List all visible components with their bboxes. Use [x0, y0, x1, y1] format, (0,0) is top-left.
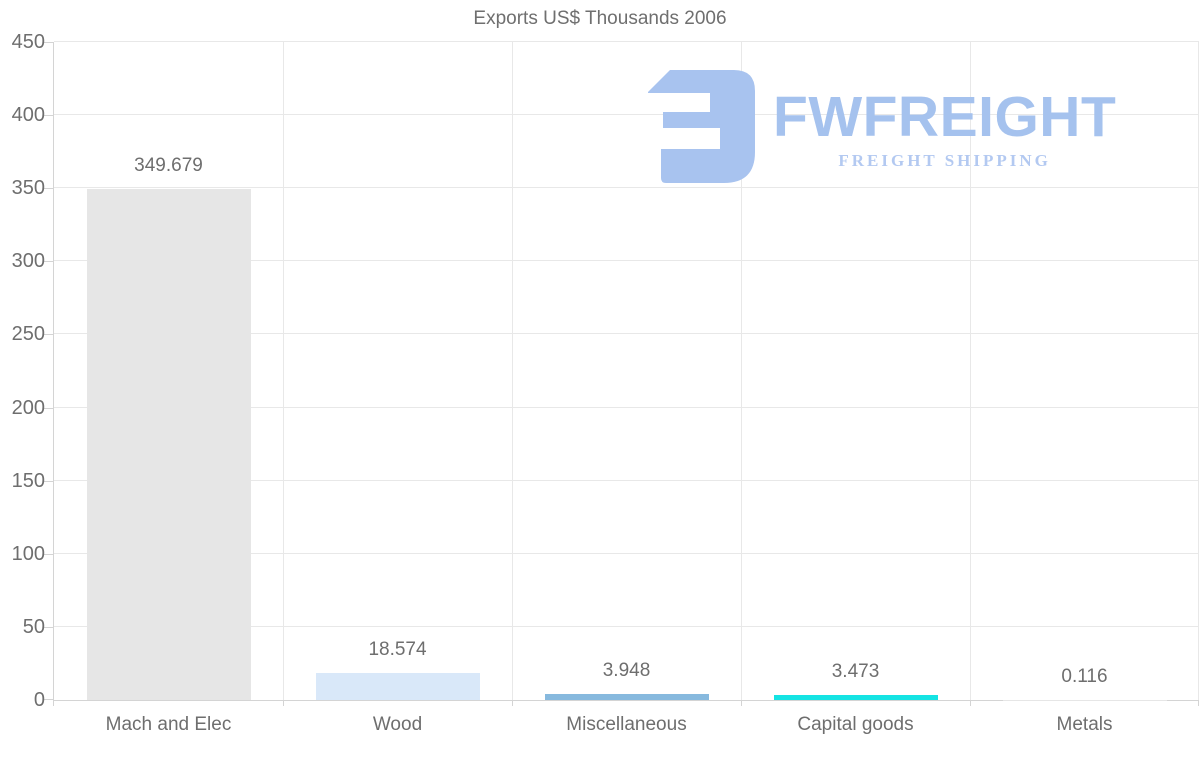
fwfreight-logo: FWFREIGHT FREIGHT SHIPPING — [648, 70, 1116, 183]
chart-title: Exports US$ Thousands 2006 — [473, 8, 727, 29]
x-axis-tick — [53, 700, 54, 706]
y-axis-tick-label: 50 — [22, 615, 45, 638]
y-axis-tick — [43, 334, 53, 336]
x-axis-label-capital-goods: Capital goods — [797, 714, 914, 735]
value-label-miscellaneous: 3.948 — [602, 660, 651, 682]
x-axis-tick — [512, 700, 513, 706]
y-axis-tick-label: 250 — [11, 323, 45, 346]
value-label-capital-goods: 3.473 — [831, 660, 880, 682]
gridline-vertical — [283, 42, 284, 700]
y-axis-tick — [43, 115, 53, 117]
x-axis-label-miscellaneous: Miscellaneous — [566, 714, 687, 735]
fwfreight-logo-icon — [648, 70, 755, 183]
y-axis-tick — [43, 480, 53, 482]
bar-capital-goods — [773, 694, 938, 700]
logo-text-block: FWFREIGHT FREIGHT SHIPPING — [773, 70, 1116, 171]
y-axis-tick-label: 200 — [11, 396, 45, 419]
logo-brand-text: FWFREIGHT — [773, 85, 1117, 149]
value-label-wood: 18.574 — [368, 638, 427, 660]
gridline-vertical — [741, 42, 742, 700]
y-axis-tick — [43, 407, 53, 409]
bar-wood — [315, 672, 480, 700]
gridline-horizontal — [54, 114, 1199, 116]
x-axis-label-metals: Metals — [1056, 714, 1113, 735]
gridline-horizontal — [54, 406, 1199, 408]
gridline-horizontal — [54, 333, 1199, 335]
value-label-metals: 0.116 — [1061, 665, 1108, 687]
gridline-horizontal — [54, 41, 1199, 42]
x-axis-tick — [283, 700, 284, 706]
logo-tagline: FREIGHT SHIPPING — [838, 151, 1051, 170]
y-axis-tick-label: 0 — [33, 689, 45, 711]
y-axis-tick — [43, 626, 53, 628]
y-axis-tick-label: 400 — [11, 104, 45, 127]
gridline-horizontal — [54, 260, 1199, 262]
gridline-horizontal — [54, 552, 1199, 554]
y-axis-tick-label: 300 — [11, 250, 45, 273]
y-axis-tick — [43, 699, 53, 700]
gridline-vertical — [512, 42, 513, 700]
y-axis-tick — [43, 188, 53, 190]
y-axis-tick — [43, 42, 53, 43]
bar-mach-and-elec — [86, 188, 251, 700]
gridline-vertical — [1198, 42, 1199, 700]
gridline-horizontal — [54, 187, 1199, 189]
bar-miscellaneous — [544, 694, 709, 700]
x-axis-label-wood: Wood — [372, 714, 423, 735]
gridline-horizontal — [54, 625, 1199, 627]
gridline-horizontal — [54, 479, 1199, 481]
y-axis-tick — [43, 553, 53, 555]
y-axis-tick-label: 100 — [11, 542, 45, 565]
y-axis-tick-label: 350 — [11, 177, 45, 200]
x-axis-tick — [741, 700, 742, 706]
y-axis-tick — [43, 261, 53, 263]
y-axis-tick-label: 450 — [11, 31, 45, 53]
x-axis-tick — [1198, 700, 1199, 706]
gridline-vertical — [970, 42, 971, 700]
y-axis-tick-label: 150 — [11, 469, 45, 492]
x-axis-tick — [970, 700, 971, 706]
x-axis-label-mach-and-elec: Mach and Elec — [105, 714, 232, 735]
value-label-mach-and-elec: 349.679 — [134, 154, 203, 176]
plot-area: 0 50 100 150 200 250 300 350 400 450 349.679 Mach a… — [12, 31, 1199, 735]
